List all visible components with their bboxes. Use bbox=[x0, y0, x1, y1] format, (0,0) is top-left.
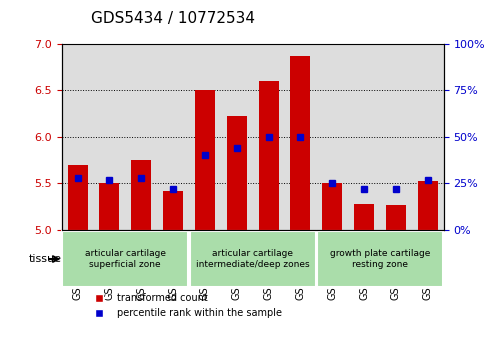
FancyBboxPatch shape bbox=[317, 231, 443, 287]
Bar bbox=[380, 44, 412, 230]
Bar bbox=[125, 44, 157, 230]
Bar bbox=[386, 205, 406, 230]
FancyBboxPatch shape bbox=[63, 231, 188, 287]
Bar bbox=[94, 44, 125, 230]
Bar bbox=[317, 44, 348, 230]
Bar bbox=[131, 160, 151, 230]
Bar bbox=[290, 56, 311, 230]
Bar bbox=[412, 44, 444, 230]
Bar bbox=[354, 204, 374, 230]
Bar bbox=[258, 81, 279, 230]
Bar bbox=[284, 44, 317, 230]
Bar bbox=[189, 44, 221, 230]
Bar bbox=[100, 183, 119, 230]
Bar bbox=[195, 90, 215, 230]
Bar bbox=[62, 44, 94, 230]
Bar bbox=[221, 44, 252, 230]
Text: growth plate cartilage
resting zone: growth plate cartilage resting zone bbox=[330, 249, 430, 269]
Bar bbox=[163, 191, 183, 230]
Text: tissue: tissue bbox=[29, 254, 62, 264]
Text: articular cartilage
intermediate/deep zones: articular cartilage intermediate/deep zo… bbox=[196, 249, 310, 269]
FancyBboxPatch shape bbox=[190, 231, 316, 287]
Bar bbox=[418, 182, 438, 230]
Bar bbox=[227, 116, 247, 230]
Text: GDS5434 / 10772534: GDS5434 / 10772534 bbox=[91, 11, 254, 26]
Legend: transformed count, percentile rank within the sample: transformed count, percentile rank withi… bbox=[86, 289, 285, 322]
Bar bbox=[157, 44, 189, 230]
Bar bbox=[252, 44, 284, 230]
Bar bbox=[348, 44, 380, 230]
Text: articular cartilage
superficial zone: articular cartilage superficial zone bbox=[85, 249, 166, 269]
Bar bbox=[322, 183, 342, 230]
Bar bbox=[68, 165, 88, 230]
